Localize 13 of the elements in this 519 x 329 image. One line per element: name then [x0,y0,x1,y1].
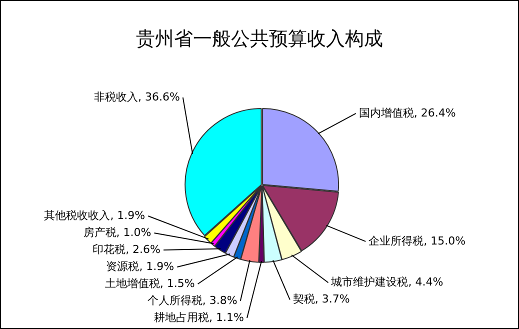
slice-label: 资源税, 1.9% [106,260,174,273]
slice-label: 个人所得税, 3.8% [147,294,238,307]
slice-label: 企业所得税, 15.0% [368,234,466,248]
slice-label: 契税, 3.7% [292,292,350,306]
chart-title: 贵州省一般公共预算收入构成 [135,27,384,52]
slice-label: 耕地占用税, 1.1% [154,310,244,324]
slice-label: 其他税收收入, 1.9% [44,208,146,222]
slice-label: 国内增值税, 26.4% [358,106,456,120]
slice-label: 城市维护建设税, 4.4% [330,276,444,289]
slice-label: 印花税, 2.6% [92,242,161,256]
slice-label: 土地增值税, 1.5% [104,276,195,290]
slice-label: 房产税, 1.0% [83,226,152,239]
slice-label: 非税收入, 36.6% [94,90,180,104]
